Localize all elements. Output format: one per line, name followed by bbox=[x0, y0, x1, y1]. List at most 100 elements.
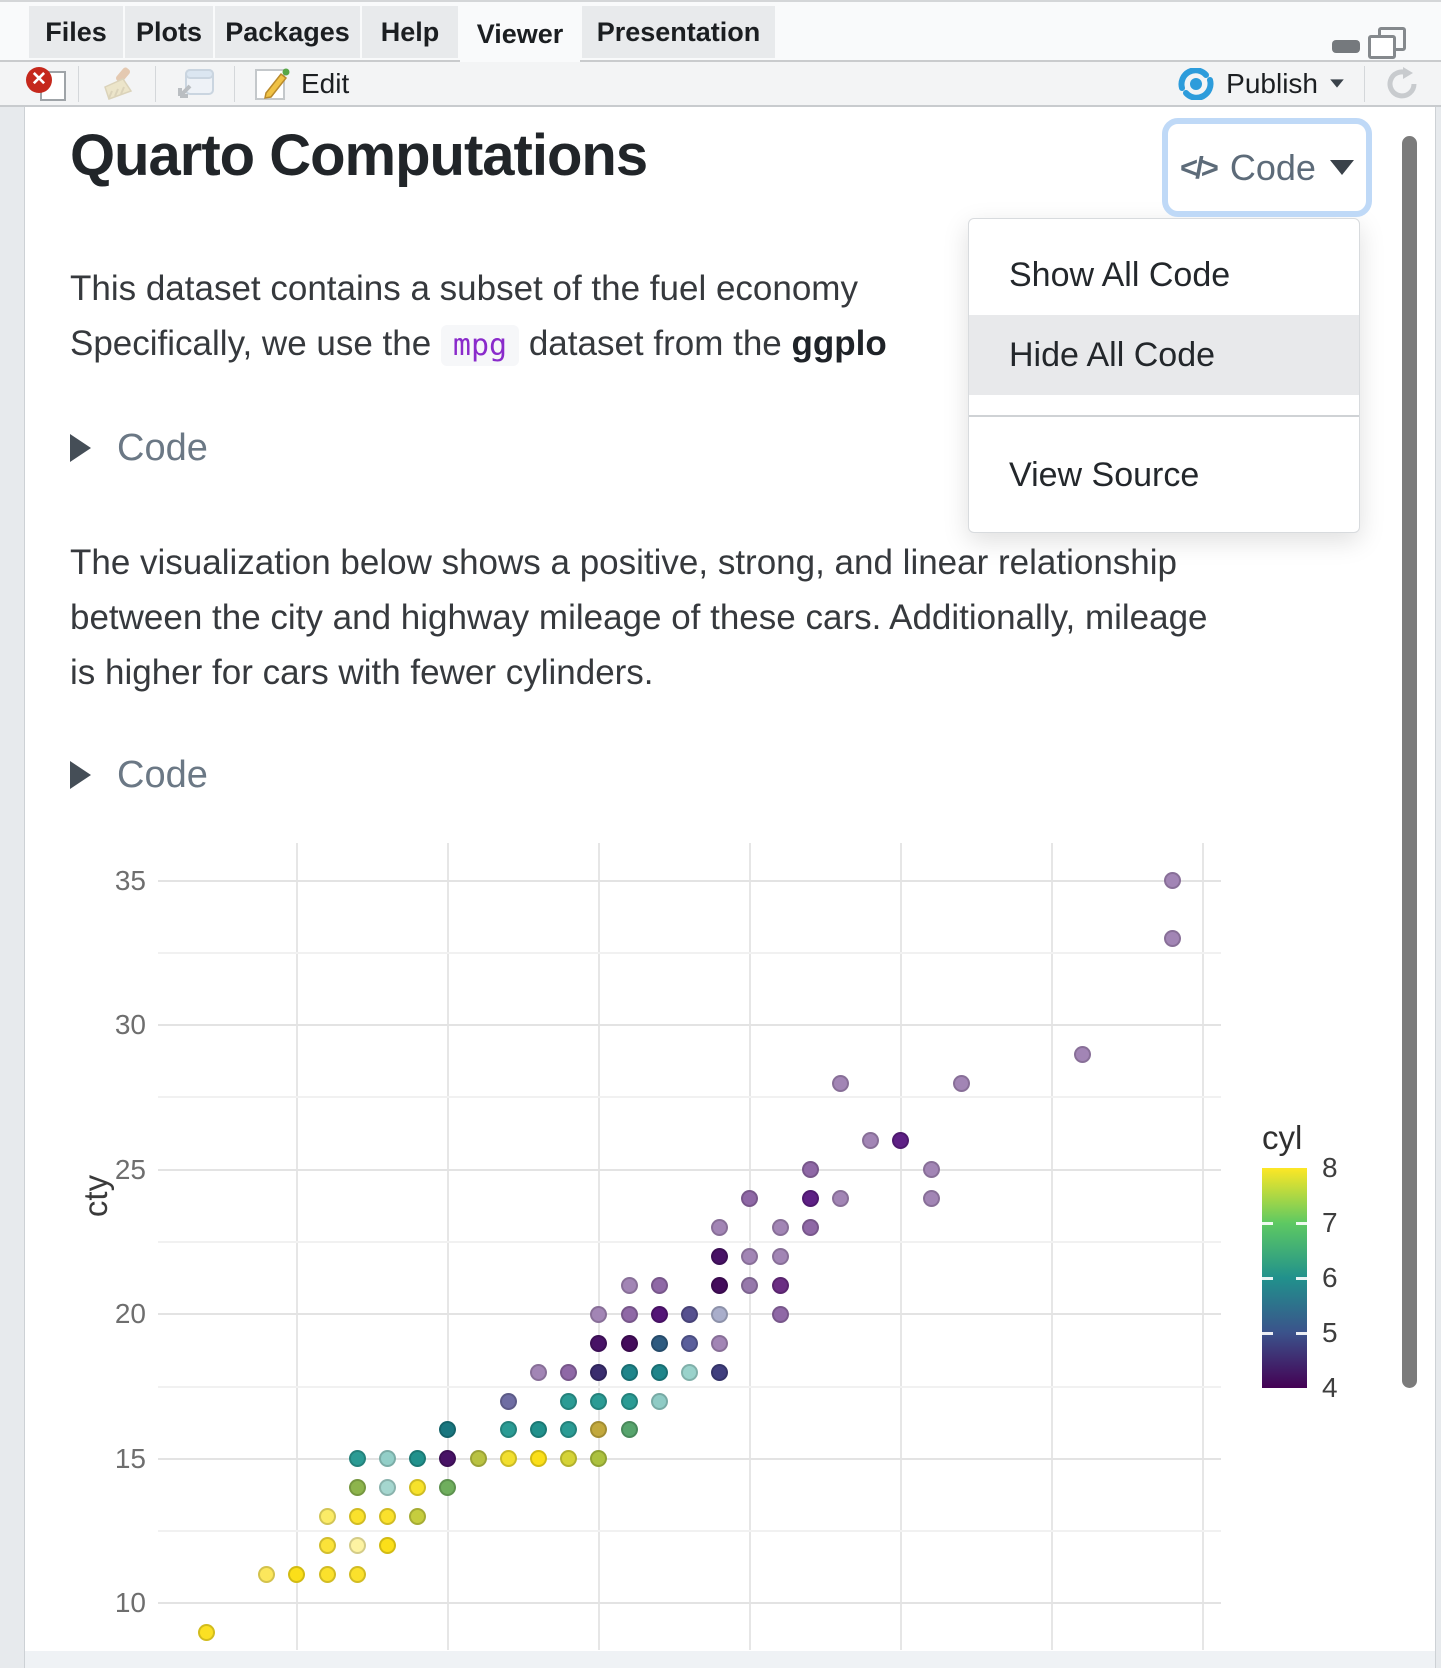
tabbar-border-right bbox=[580, 60, 1441, 62]
clear-viewer-button[interactable] bbox=[91, 64, 143, 104]
data-point bbox=[620, 1276, 638, 1294]
vertical-scrollbar[interactable] bbox=[1402, 136, 1417, 1388]
toolbar-separator bbox=[78, 65, 79, 102]
menu-item-hide-all-code[interactable]: Hide All Code bbox=[969, 315, 1359, 395]
open-in-new-window-button[interactable] bbox=[168, 64, 222, 104]
data-point bbox=[469, 1450, 487, 1468]
data-point bbox=[379, 1537, 396, 1555]
data-point bbox=[318, 1537, 336, 1555]
data-point bbox=[560, 1450, 578, 1468]
stop-button[interactable]: ✕ bbox=[26, 66, 66, 101]
tab-presentation[interactable]: Presentation bbox=[582, 6, 775, 58]
data-point bbox=[379, 1508, 396, 1526]
tab-help[interactable]: Help bbox=[362, 6, 458, 58]
gridline-horizontal-major bbox=[158, 1457, 1221, 1460]
data-point bbox=[590, 1334, 608, 1352]
data-point bbox=[1164, 929, 1182, 947]
tab-files[interactable]: Files bbox=[29, 6, 123, 58]
data-point bbox=[771, 1248, 789, 1265]
data-point bbox=[711, 1363, 729, 1381]
legend-tick-mark bbox=[1262, 1332, 1273, 1335]
tab-viewer[interactable]: Viewer bbox=[460, 6, 580, 62]
inline-code-mpg: mpg bbox=[440, 325, 520, 366]
data-point bbox=[711, 1219, 729, 1237]
bold-ggplot: ggplo bbox=[791, 324, 887, 363]
menu-item-view-source[interactable]: View Source bbox=[1009, 455, 1200, 494]
legend-tick-label: 6 bbox=[1322, 1262, 1338, 1293]
data-point bbox=[862, 1132, 880, 1150]
legend-tick-mark bbox=[1262, 1222, 1273, 1225]
edit-label: Edit bbox=[301, 67, 350, 99]
gridline-vertical bbox=[899, 843, 902, 1650]
data-point bbox=[530, 1363, 547, 1381]
y-tick-label: 30 bbox=[114, 1009, 146, 1041]
data-point bbox=[439, 1450, 457, 1468]
data-point bbox=[590, 1421, 608, 1439]
code-fold-label: Code bbox=[117, 753, 208, 796]
data-point bbox=[650, 1392, 668, 1410]
data-point bbox=[831, 1190, 849, 1208]
data-point bbox=[922, 1161, 940, 1179]
data-point bbox=[348, 1566, 366, 1584]
data-point bbox=[318, 1508, 336, 1526]
data-point bbox=[439, 1421, 457, 1439]
restore-front-square-icon bbox=[1368, 35, 1396, 59]
publish-caret-icon bbox=[1330, 79, 1344, 88]
data-point bbox=[560, 1363, 578, 1381]
data-point bbox=[650, 1305, 668, 1323]
data-point bbox=[952, 1074, 970, 1092]
publish-button[interactable]: Publish bbox=[1170, 64, 1352, 104]
data-point bbox=[530, 1421, 547, 1439]
data-point bbox=[620, 1421, 638, 1439]
menu-item-show-all-code[interactable]: Show All Code bbox=[1009, 255, 1231, 294]
data-point bbox=[741, 1190, 759, 1208]
y-tick-label: 10 bbox=[114, 1587, 146, 1619]
document-content: Quarto Computations This dataset contain… bbox=[24, 107, 1436, 1668]
toolbar-separator bbox=[234, 65, 235, 102]
legend-tick-label: 7 bbox=[1322, 1207, 1338, 1238]
gridline-vertical bbox=[1201, 843, 1204, 1650]
data-point bbox=[499, 1421, 517, 1439]
tab-plots[interactable]: Plots bbox=[125, 6, 213, 58]
data-point bbox=[590, 1305, 608, 1323]
disclosure-triangle-icon bbox=[70, 434, 91, 462]
code-dropdown-button[interactable]: </> Code bbox=[1162, 118, 1372, 217]
data-point bbox=[530, 1450, 547, 1468]
broom-icon bbox=[104, 67, 133, 100]
data-point bbox=[771, 1305, 789, 1323]
data-point bbox=[409, 1450, 427, 1468]
data-point bbox=[711, 1276, 729, 1294]
edit-button[interactable]: Edit bbox=[247, 64, 355, 104]
code-fold-1[interactable]: Code bbox=[70, 425, 208, 471]
data-point bbox=[801, 1219, 819, 1237]
data-point bbox=[197, 1623, 215, 1641]
maximize-pane-icon[interactable] bbox=[1368, 27, 1406, 59]
refresh-button[interactable] bbox=[1377, 64, 1427, 104]
data-point bbox=[1073, 1045, 1091, 1063]
code-fold-2[interactable]: Code bbox=[70, 752, 208, 798]
data-point bbox=[831, 1074, 849, 1092]
y-axis-title: cty bbox=[77, 1174, 114, 1218]
paragraph-2: The visualization below shows a positive… bbox=[70, 535, 1208, 700]
data-point bbox=[681, 1334, 698, 1352]
legend-tick-label: 5 bbox=[1322, 1317, 1338, 1348]
data-point bbox=[650, 1363, 668, 1381]
paragraph-2-line-2: between the city and highway mileage of … bbox=[70, 598, 1208, 637]
gridline-horizontal-minor bbox=[158, 1530, 1221, 1533]
minimize-pane-icon[interactable] bbox=[1332, 40, 1360, 53]
toolbar-separator bbox=[1364, 65, 1365, 102]
legend-tick-mark bbox=[1296, 1222, 1307, 1225]
legend-tick-label: 4 bbox=[1322, 1372, 1338, 1403]
data-point bbox=[771, 1276, 789, 1294]
gridline-vertical bbox=[446, 843, 449, 1650]
code-fold-label: Code bbox=[117, 426, 208, 469]
data-point bbox=[258, 1566, 276, 1584]
data-point bbox=[590, 1450, 608, 1468]
data-point bbox=[288, 1566, 306, 1584]
gridline-horizontal-major bbox=[158, 1168, 1221, 1171]
y-tick-label: 15 bbox=[114, 1442, 146, 1474]
code-button-caret-icon bbox=[1329, 160, 1354, 175]
toolbar-separator bbox=[155, 65, 156, 102]
data-point bbox=[620, 1305, 638, 1323]
tab-packages[interactable]: Packages bbox=[215, 6, 360, 58]
